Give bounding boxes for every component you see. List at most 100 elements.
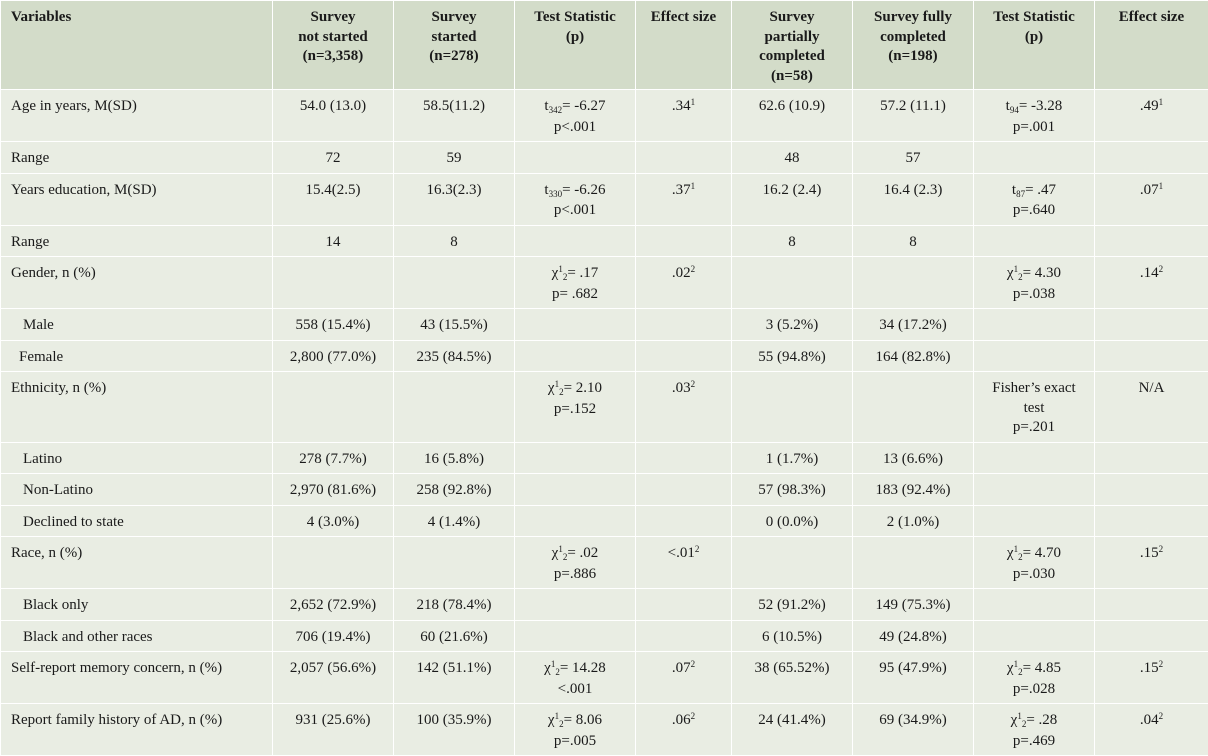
cell-effect-2: .042: [1095, 704, 1208, 756]
cell-started: 100 (35.9%): [394, 704, 515, 756]
cell-not-started: 2,652 (72.9%): [273, 589, 394, 621]
row-label: Report family history of AD, n (%): [1, 704, 273, 756]
cell-effect-1: <.012: [636, 537, 732, 589]
cell-test-stat-2: [974, 225, 1095, 257]
cell-partial: 55 (94.8%): [732, 340, 853, 372]
cell-not-started: 706 (19.4%): [273, 620, 394, 652]
header-effect-size-1: Effect size: [636, 1, 732, 90]
cell-effect-2: [1095, 142, 1208, 174]
table-row-race: Race, n (%) χ12= .02 p=.886 <.012 χ12= 4…: [1, 537, 1208, 589]
cell-test-stat-1: [515, 620, 636, 652]
cell-test-stat-1: [515, 142, 636, 174]
cell-effect-1: [636, 620, 732, 652]
cell-test-stat-2: t94= -3.28 p=.001: [974, 90, 1095, 142]
header-survey-full: Survey fully completed (n=198): [853, 1, 974, 90]
cell-effect-1: .341: [636, 90, 732, 142]
cell-partial: 1 (1.7%): [732, 442, 853, 474]
cell-test-stat-1: χ12= .02 p=.886: [515, 537, 636, 589]
header-effect-size-2: Effect size: [1095, 1, 1208, 90]
cell-full: 69 (34.9%): [853, 704, 974, 756]
cell-test-stat-1: [515, 225, 636, 257]
cell-effect-2: [1095, 309, 1208, 341]
cell-partial: 6 (10.5%): [732, 620, 853, 652]
cell-partial: 8: [732, 225, 853, 257]
cell-partial: 38 (65.52%): [732, 652, 853, 704]
cell-started: 60 (21.6%): [394, 620, 515, 652]
row-label: Ethnicity, n (%): [1, 372, 273, 443]
cell-not-started: 54.0 (13.0): [273, 90, 394, 142]
header-survey-not-started: Survey not started (n=3,358): [273, 1, 394, 90]
cell-partial: [732, 257, 853, 309]
cell-started: [394, 537, 515, 589]
cell-effect-2: .152: [1095, 537, 1208, 589]
cell-effect-1: .062: [636, 704, 732, 756]
row-label: Latino: [1, 442, 273, 474]
header-variables: Variables: [1, 1, 273, 90]
cell-effect-2: [1095, 225, 1208, 257]
cell-test-stat-2: [974, 474, 1095, 506]
cell-effect-2: .071: [1095, 173, 1208, 225]
table-row-education-range: Range 14 8 8 8: [1, 225, 1208, 257]
cell-not-started: 14: [273, 225, 394, 257]
cell-not-started: 72: [273, 142, 394, 174]
header-survey-partial: Survey partially completed (n=58): [732, 1, 853, 90]
cell-effect-1: .371: [636, 173, 732, 225]
cell-not-started: [273, 537, 394, 589]
table-row-declined: Declined to state 4 (3.0%) 4 (1.4%) 0 (0…: [1, 505, 1208, 537]
cell-partial: 57 (98.3%): [732, 474, 853, 506]
row-label: Self-report memory concern, n (%): [1, 652, 273, 704]
row-label: Range: [1, 142, 273, 174]
cell-started: [394, 257, 515, 309]
cell-full: 183 (92.4%): [853, 474, 974, 506]
cell-full: 164 (82.8%): [853, 340, 974, 372]
header-row: Variables Survey not started (n=3,358) S…: [1, 1, 1208, 90]
cell-started: 258 (92.8%): [394, 474, 515, 506]
row-label: Male: [1, 309, 273, 341]
cell-test-stat-2: [974, 340, 1095, 372]
cell-not-started: 2,057 (56.6%): [273, 652, 394, 704]
cell-started: 8: [394, 225, 515, 257]
cell-full: [853, 537, 974, 589]
cell-started: 59: [394, 142, 515, 174]
table-row-latino: Latino 278 (7.7%) 16 (5.8%) 1 (1.7%) 13 …: [1, 442, 1208, 474]
cell-full: 16.4 (2.3): [853, 173, 974, 225]
row-label: Gender, n (%): [1, 257, 273, 309]
cell-effect-1: [636, 142, 732, 174]
cell-effect-2: [1095, 505, 1208, 537]
cell-test-stat-1: [515, 505, 636, 537]
cell-started: [394, 372, 515, 443]
table-row-family-history: Report family history of AD, n (%) 931 (…: [1, 704, 1208, 756]
cell-test-stat-2: χ12= 4.85 p=.028: [974, 652, 1095, 704]
cell-test-stat-2: [974, 309, 1095, 341]
table-row-education: Years education, M(SD) 15.4(2.5) 16.3(2.…: [1, 173, 1208, 225]
cell-started: 16 (5.8%): [394, 442, 515, 474]
header-test-statistic-1: Test Statistic (p): [515, 1, 636, 90]
cell-not-started: [273, 372, 394, 443]
cell-full: 57.2 (11.1): [853, 90, 974, 142]
table-row-gender: Gender, n (%) χ12= .17 p= .682 .022 χ12=…: [1, 257, 1208, 309]
cell-not-started: 4 (3.0%): [273, 505, 394, 537]
cell-partial: 0 (0.0%): [732, 505, 853, 537]
cell-effect-2: .152: [1095, 652, 1208, 704]
cell-test-stat-1: χ12= 2.10 p=.152: [515, 372, 636, 443]
table-row-ethnicity: Ethnicity, n (%) χ12= 2.10 p=.152 .032 F…: [1, 372, 1208, 443]
cell-full: 8: [853, 225, 974, 257]
table-row-age: Age in years, M(SD) 54.0 (13.0) 58.5(11.…: [1, 90, 1208, 142]
cell-effect-2: [1095, 442, 1208, 474]
cell-test-stat-2: χ12= .28 p=.469: [974, 704, 1095, 756]
cell-full: 49 (24.8%): [853, 620, 974, 652]
table-row-black-other: Black and other races 706 (19.4%) 60 (21…: [1, 620, 1208, 652]
cell-effect-1: [636, 442, 732, 474]
cell-effect-1: [636, 474, 732, 506]
table-row-male: Male 558 (15.4%) 43 (15.5%) 3 (5.2%) 34 …: [1, 309, 1208, 341]
table-row-non-latino: Non-Latino 2,970 (81.6%) 258 (92.8%) 57 …: [1, 474, 1208, 506]
cell-partial: [732, 372, 853, 443]
cell-started: 235 (84.5%): [394, 340, 515, 372]
row-label: Female: [1, 340, 273, 372]
table-row-black-only: Black only 2,652 (72.9%) 218 (78.4%) 52 …: [1, 589, 1208, 621]
cell-effect-2: [1095, 340, 1208, 372]
cell-full: 149 (75.3%): [853, 589, 974, 621]
cell-not-started: 2,800 (77.0%): [273, 340, 394, 372]
cell-full: [853, 257, 974, 309]
cell-effect-2: [1095, 589, 1208, 621]
